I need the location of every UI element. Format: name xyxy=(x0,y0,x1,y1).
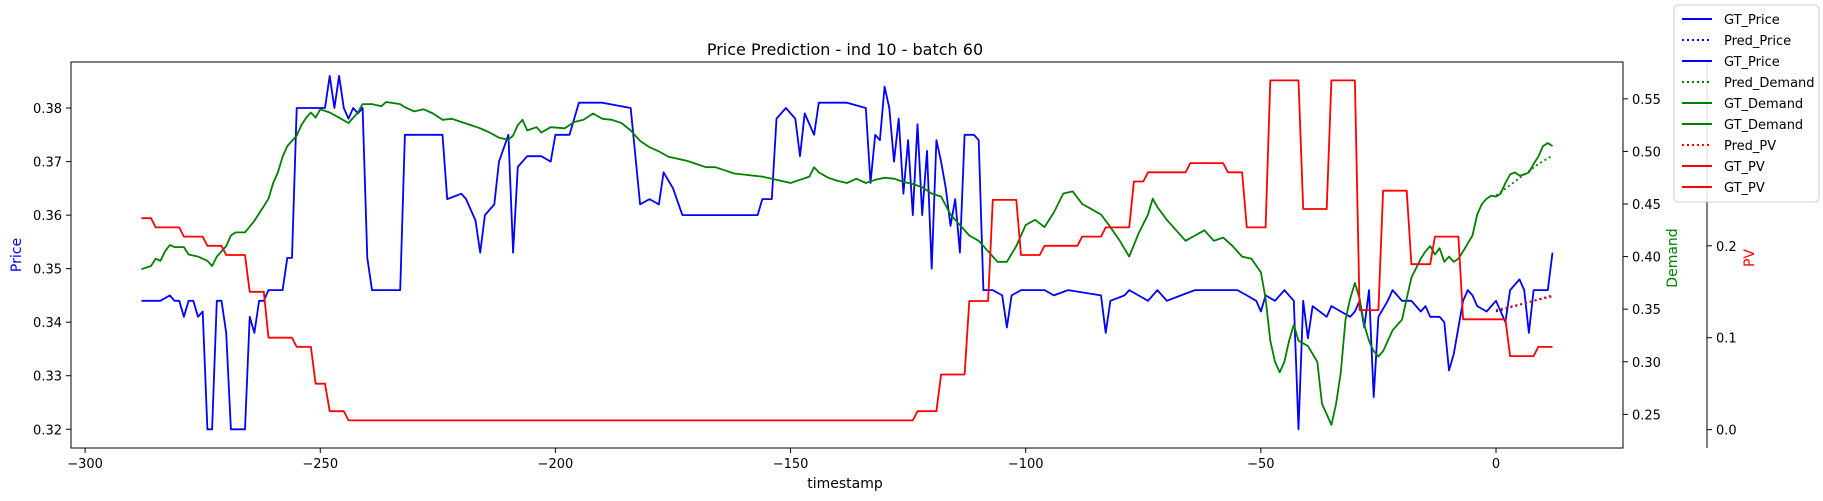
x-tick-label: 0 xyxy=(1492,457,1500,472)
legend-label: GT_Demand xyxy=(1724,97,1803,112)
legend-label: Pred_Price xyxy=(1724,34,1791,49)
price-y-tick-label: 0.34 xyxy=(33,316,62,331)
x-tick-label: −50 xyxy=(1247,457,1274,472)
x-axis-label: timestamp xyxy=(807,476,883,492)
series-pred-demand xyxy=(1495,154,1553,197)
series-gt-demand xyxy=(141,101,1553,426)
plot-frame xyxy=(70,61,1624,449)
demand-y-tick-label: 0.45 xyxy=(1632,198,1661,213)
axes-group: −300 −250 −200 −150 −100 −50 0 0.32 0.33 0.34 0.35… xyxy=(9,61,1758,472)
price-y-tick-label: 0.35 xyxy=(33,263,62,278)
x-tick-label: −150 xyxy=(773,457,809,472)
demand-y-tick-label: 0.25 xyxy=(1632,408,1661,423)
legend-label: Pred_PV xyxy=(1724,139,1776,154)
pv-y-tick-label: 0.2 xyxy=(1716,240,1737,255)
legend: GT_Price Pred_Price GT_Price Pred_Demand GT_… xyxy=(1673,4,1820,203)
price-y-tick-label: 0.36 xyxy=(33,209,62,224)
price-y-tick-label: 0.37 xyxy=(33,156,62,171)
legend-box xyxy=(1673,4,1820,203)
pv-y-axis-label: PV xyxy=(1742,249,1758,267)
demand-y-tick-label: 0.40 xyxy=(1632,251,1661,266)
legend-label: GT_PV xyxy=(1724,181,1765,196)
chart-title: Price Prediction - ind 10 - batch 60 xyxy=(707,40,983,59)
demand-y-tick-label: 0.35 xyxy=(1632,303,1661,318)
legend-label: GT_Price xyxy=(1724,13,1780,28)
series-gt-pv xyxy=(141,79,1553,422)
legend-label: GT_Price xyxy=(1724,55,1780,70)
x-tick-label: −300 xyxy=(67,457,103,472)
x-tick-label: −250 xyxy=(302,457,338,472)
demand-y-tick-label: 0.30 xyxy=(1632,356,1661,371)
pv-y-tick-label: 0.1 xyxy=(1716,332,1737,347)
price-y-axis-label: Price xyxy=(9,238,25,272)
price-y-tick-label: 0.38 xyxy=(33,102,62,117)
demand-y-tick-label: 0.55 xyxy=(1632,93,1661,108)
demand-y-axis-label: Demand xyxy=(1665,228,1681,287)
x-tick-label: −100 xyxy=(1008,457,1044,472)
demand-y-tick-label: 0.50 xyxy=(1632,145,1661,160)
price-y-tick-label: 0.32 xyxy=(33,423,62,438)
price-y-tick-label: 0.33 xyxy=(33,370,62,385)
pv-y-tick-label: 0.0 xyxy=(1716,424,1737,439)
plot-area xyxy=(141,75,1554,431)
x-tick-label: −200 xyxy=(538,457,574,472)
legend-label: Pred_Demand xyxy=(1724,76,1815,91)
legend-label: GT_Demand xyxy=(1724,118,1803,133)
series-gt-price xyxy=(141,75,1554,431)
legend-label: GT_PV xyxy=(1724,160,1765,175)
